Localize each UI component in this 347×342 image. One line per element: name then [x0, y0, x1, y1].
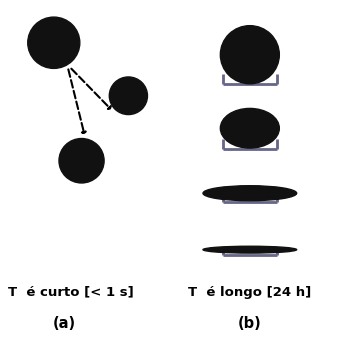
- Text: (b): (b): [238, 316, 262, 331]
- Ellipse shape: [203, 186, 297, 201]
- Text: T  é curto [< 1 s]: T é curto [< 1 s]: [8, 286, 134, 299]
- Circle shape: [28, 17, 80, 68]
- Text: T  é longo [24 h]: T é longo [24 h]: [188, 286, 312, 299]
- Ellipse shape: [220, 108, 279, 148]
- Text: (a): (a): [53, 316, 76, 331]
- Ellipse shape: [220, 26, 279, 84]
- Circle shape: [109, 77, 147, 115]
- Circle shape: [59, 139, 104, 183]
- Ellipse shape: [203, 246, 297, 253]
